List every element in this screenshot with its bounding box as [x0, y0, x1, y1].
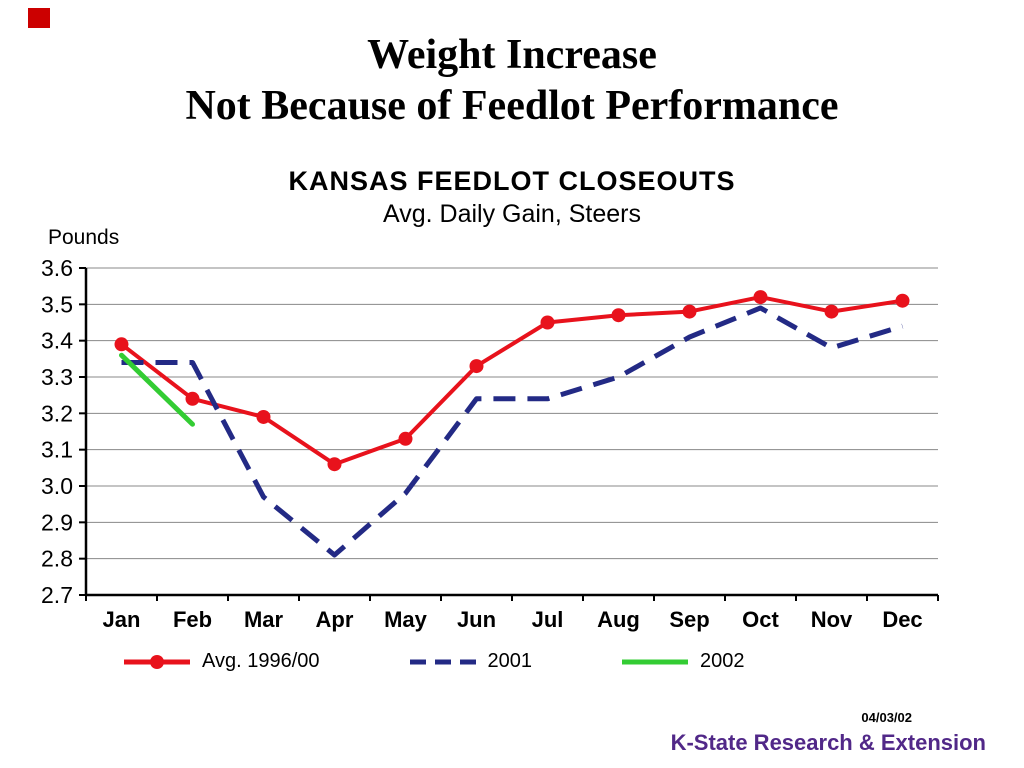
- legend-sample-2002-line-icon: [622, 659, 689, 664]
- svg-text:Jan: Jan: [103, 607, 141, 632]
- slide-title-line2: Not Because of Feedlot Performance: [185, 83, 839, 130]
- svg-text:Sep: Sep: [669, 607, 709, 632]
- svg-text:Jul: Jul: [532, 607, 564, 632]
- slide-title-line1: Weight Increase: [367, 32, 657, 78]
- chart-canvas: 2.7 2.8 2.9 3.0 3.1 3.2 3.3 3.4 3.5 3.6 Jan Feb Mar A…: [41, 255, 939, 632]
- svg-text:3.1: 3.1: [41, 437, 73, 463]
- chart-title: KANSAS FEEDLOT CLOSEOUTS: [288, 166, 736, 196]
- chart-area: 2.7 2.8 2.9 3.0 3.1 3.2 3.3 3.4 3.5 3.6 Jan Feb Mar A…: [18, 250, 978, 650]
- legend-label-2001: 2001: [487, 650, 533, 672]
- svg-text:3.2: 3.2: [41, 400, 73, 426]
- svg-text:Nov: Nov: [811, 607, 853, 632]
- svg-text:Mar: Mar: [244, 607, 284, 632]
- legend-sample-avg-line-icon: [124, 654, 190, 669]
- legend-sample-2001-line-icon: [409, 659, 476, 664]
- chart-legend: Avg. 1996/00 2001 2002: [122, 650, 745, 673]
- legend-item-avg: Avg. 1996/00: [122, 650, 320, 673]
- svg-text:Oct: Oct: [742, 607, 779, 632]
- svg-text:3.3: 3.3: [41, 364, 73, 390]
- legend-label-avg: Avg. 1996/00: [202, 650, 320, 672]
- legend-label-2002: 2002: [700, 650, 745, 672]
- slide-accent-square: [28, 8, 50, 28]
- svg-text:2.8: 2.8: [41, 546, 73, 572]
- legend-item-2001: 2001: [408, 650, 533, 673]
- svg-text:May: May: [384, 607, 428, 632]
- svg-text:Aug: Aug: [597, 607, 640, 632]
- svg-text:Jun: Jun: [457, 607, 496, 632]
- y-axis-label: Pounds: [48, 226, 120, 249]
- svg-text:Feb: Feb: [173, 607, 212, 632]
- chart-subtitle: Avg. Daily Gain, Steers: [383, 200, 641, 228]
- date-stamp: 04/03/02: [861, 710, 912, 725]
- svg-text:3.4: 3.4: [41, 328, 73, 354]
- svg-text:3.5: 3.5: [41, 291, 73, 317]
- svg-text:2.7: 2.7: [41, 582, 73, 608]
- svg-text:3.6: 3.6: [41, 255, 73, 281]
- svg-text:2.9: 2.9: [41, 509, 73, 535]
- svg-text:3.0: 3.0: [41, 473, 73, 499]
- footer-branding: K-State Research & Extension: [670, 730, 986, 755]
- svg-text:Dec: Dec: [882, 607, 922, 632]
- legend-item-2002: 2002: [620, 650, 745, 673]
- svg-text:Apr: Apr: [316, 607, 354, 632]
- slide-title: Weight Increase Not Because of Feedlot P…: [0, 30, 1024, 132]
